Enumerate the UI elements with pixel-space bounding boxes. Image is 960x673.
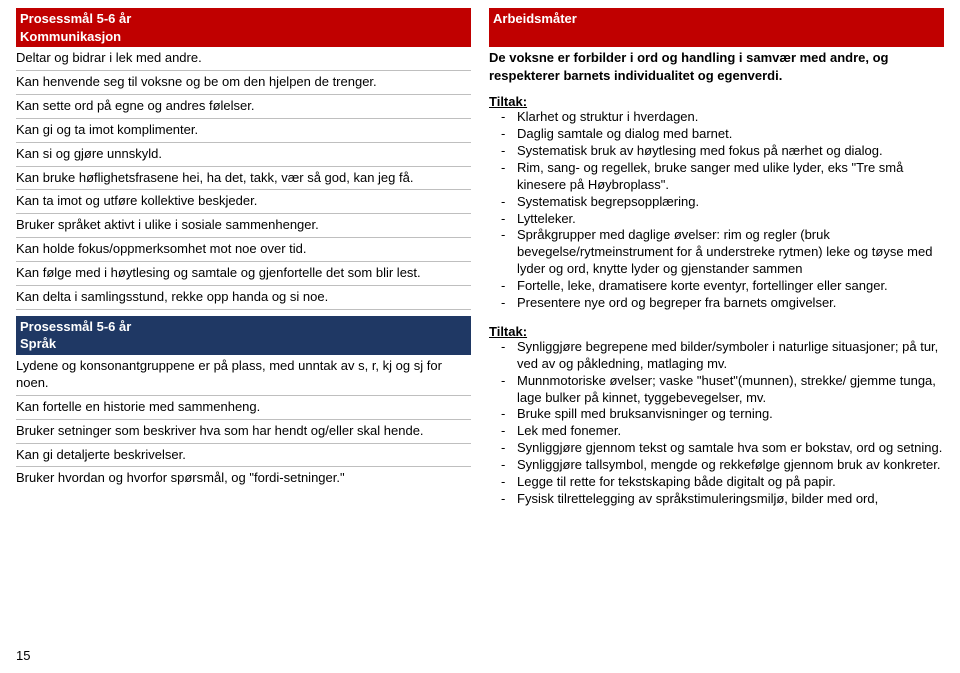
tiltak-list: Synliggjøre begrepene med bilder/symbole… (489, 339, 944, 518)
goal-item: Kan si og gjøre unnskyld. (16, 143, 471, 167)
header-title: Prosessmål 5-6 år (20, 10, 467, 28)
page-number: 15 (16, 648, 30, 663)
tiltak-item: Klarhet og struktur i hverdagen. (501, 109, 944, 126)
tiltak-item: Munnmotoriske øvelser; vaske "huset"(mun… (501, 373, 944, 407)
goal-item: Bruker hvordan og hvorfor spørsmål, og "… (16, 467, 471, 490)
goal-item: Kan holde fokus/oppmerksomhet mot noe ov… (16, 238, 471, 262)
goal-item: Lydene og konsonantgruppene er på plass,… (16, 355, 471, 396)
goal-item: Kan bruke høflighetsfrasene hei, ha det,… (16, 167, 471, 191)
tiltak-item: Lek med fonemer. (501, 423, 944, 440)
tiltak-heading: Tiltak: (489, 322, 944, 339)
tiltak-item: Bruke spill med bruksanvisninger og tern… (501, 406, 944, 423)
left-column: Prosessmål 5-6 år Kommunikasjon Deltar o… (16, 8, 471, 518)
goal-item: Bruker språket aktivt i ulike i sosiale … (16, 214, 471, 238)
goal-item: Deltar og bidrar i lek med andre. (16, 47, 471, 71)
goal-item: Kan henvende seg til voksne og be om den… (16, 71, 471, 95)
goal-item: Kan sette ord på egne og andres følelser… (16, 95, 471, 119)
header-subtitle: Språk (20, 335, 467, 353)
tiltak-list: Klarhet og struktur i hverdagen. Daglig … (489, 109, 944, 322)
tiltak-item: Rim, sang- og regellek, bruke sanger med… (501, 160, 944, 194)
intro-text: De voksne er forbilder i ord og handling… (489, 47, 944, 92)
tiltak-heading: Tiltak: (489, 92, 944, 109)
tiltak-item: Legge til rette for tekstskaping både di… (501, 474, 944, 491)
tiltak-item: Daglig samtale og dialog med barnet. (501, 126, 944, 143)
right-column: Arbeidsmåter De voksne er forbilder i or… (489, 8, 944, 518)
header-title: Arbeidsmåter (493, 10, 940, 28)
tiltak-item: Synliggjøre begrepene med bilder/symbole… (501, 339, 944, 373)
tiltak-item: Synliggjøre gjennom tekst og samtale hva… (501, 440, 944, 457)
tiltak-item: Presentere nye ord og begreper fra barne… (501, 295, 944, 312)
goal-item: Kan ta imot og utføre kollektive beskjed… (16, 190, 471, 214)
goal-item: Bruker setninger som beskriver hva som h… (16, 420, 471, 444)
header-title: Prosessmål 5-6 år (20, 318, 467, 336)
tiltak-item: Fysisk tilrettelegging av språkstimuleri… (501, 491, 944, 508)
goal-item: Kan gi og ta imot komplimenter. (16, 119, 471, 143)
tiltak-item: Språkgrupper med daglige øvelser: rim og… (501, 227, 944, 278)
tiltak-item: Systematisk begrepsopplæring. (501, 194, 944, 211)
tiltak-item: Synliggjøre tallsymbol, mengde og rekkef… (501, 457, 944, 474)
section-header-arbeidsmater: Arbeidsmåter (489, 8, 944, 47)
goal-item: Kan fortelle en historie med sammenheng. (16, 396, 471, 420)
goal-item: Kan delta i samlingsstund, rekke opp han… (16, 286, 471, 310)
section-header-sprak: Prosessmål 5-6 år Språk (16, 316, 471, 355)
header-subtitle: Kommunikasjon (20, 28, 467, 46)
goal-item: Kan følge med i høytlesing og samtale og… (16, 262, 471, 286)
tiltak-item: Fortelle, leke, dramatisere korte eventy… (501, 278, 944, 295)
tiltak-item: Systematisk bruk av høytlesing med fokus… (501, 143, 944, 160)
goal-item: Kan gi detaljerte beskrivelser. (16, 444, 471, 468)
section-header-kommunikasjon: Prosessmål 5-6 år Kommunikasjon (16, 8, 471, 47)
tiltak-item: Lytteleker. (501, 211, 944, 228)
